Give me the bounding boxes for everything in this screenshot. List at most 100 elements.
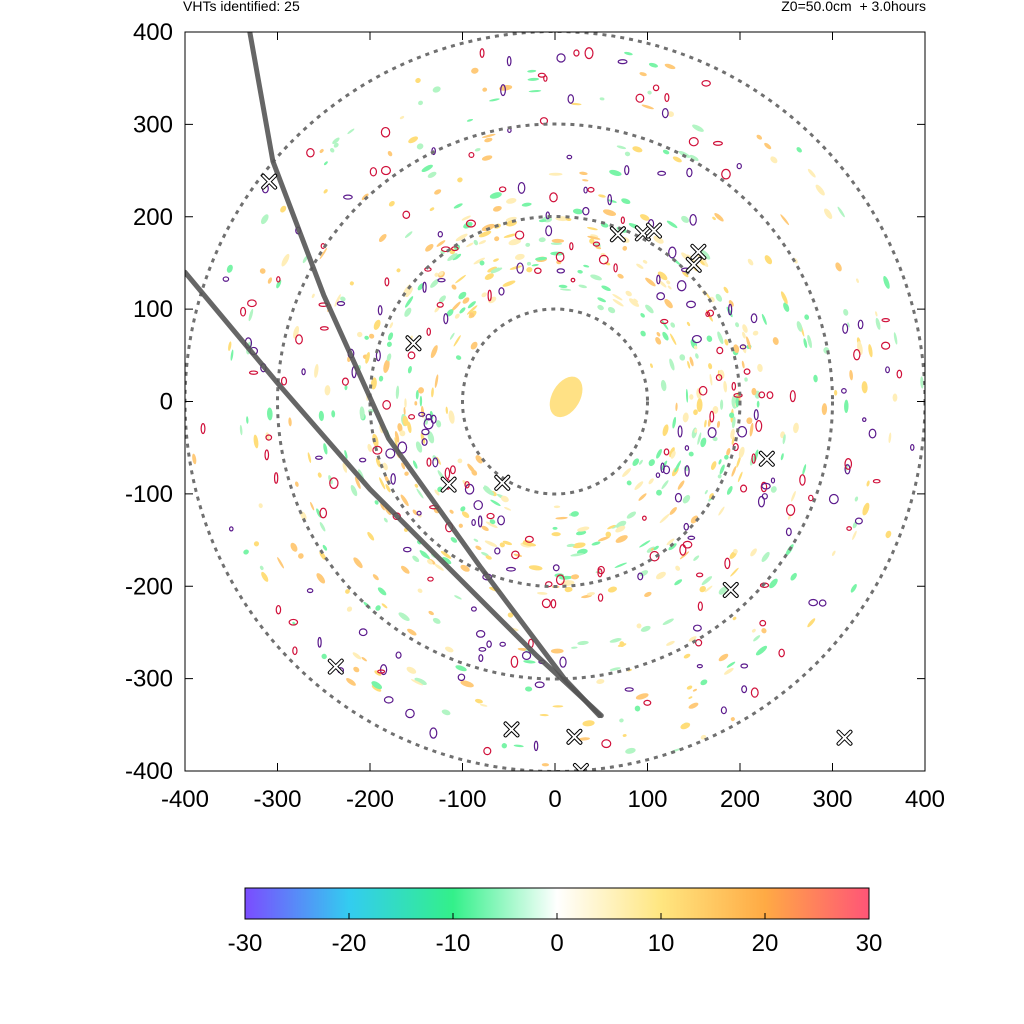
contour-loop [868,428,877,439]
field-blob [772,337,779,345]
field-blob [712,216,716,221]
field-blob [669,333,677,346]
field-blob [668,543,677,551]
field-blob [478,240,487,245]
contour-loop [885,366,890,374]
field-blob [718,586,728,595]
field-blob [485,555,492,560]
contour-loop [421,438,428,446]
field-blob [427,171,437,179]
contour-loop [295,334,303,345]
contour-loop [701,80,711,87]
field-blob [783,302,790,312]
contour-loop [444,467,451,480]
y-tick-label: 300 [133,111,173,138]
field-blob [804,314,810,320]
field-blob [650,547,655,551]
field-blob [333,142,339,148]
field-blob [321,653,327,660]
contour-loop [881,318,890,323]
contour-loop [550,598,557,609]
field-blob [432,617,441,624]
field-blob [353,666,360,673]
field-blob [866,480,870,487]
y-tick-label: 100 [133,296,173,323]
field-blob [628,298,640,307]
field-blob [626,511,637,519]
field-blob [764,142,772,150]
contour-loop [643,699,652,706]
contour-loop [443,313,449,325]
vht-marker-fill [646,223,661,238]
field-blob [672,416,677,429]
field-blob [462,297,470,304]
field-blob [253,541,260,547]
field-blob [503,233,517,238]
contour-loop [478,646,487,652]
field-blob [258,503,263,509]
field-blob [590,274,602,281]
field-blob [378,375,384,382]
field-blob [420,551,429,558]
field-blob [525,242,531,247]
field-blob [756,134,763,140]
field-blob [667,111,675,117]
field-blob [696,398,703,413]
field-blob [461,511,470,518]
field-blob [479,704,488,707]
field-blob [526,261,532,266]
field-blob [417,588,423,593]
colorbar-tick-label: 0 [550,930,563,957]
field-blob [844,399,849,414]
field-blob [837,206,845,218]
contour-loop [778,648,785,658]
contour-loop [543,75,548,82]
field-blob [704,489,708,495]
contour-loop [841,388,847,394]
field-blob [416,488,424,499]
field-blob [504,506,512,511]
contour-loop [380,165,392,176]
contour-loop [477,515,483,528]
contour-loop [657,170,667,176]
field-blob [662,331,669,341]
field-blob [550,648,564,654]
field-blob [261,571,269,582]
field-blob [681,215,690,223]
contour-loop [473,500,483,511]
contour-loop [301,368,306,376]
contour-loop [545,581,553,588]
field-blob [460,506,466,512]
field-blob [458,523,463,528]
field-blob [729,412,735,419]
field-blob [401,462,406,470]
field-blob [378,234,387,242]
contour-loop [584,47,594,60]
contour-loop [437,230,443,238]
field-blob [566,543,575,548]
field-blob [427,559,433,565]
field-blob [638,459,643,465]
field-blob [598,194,606,198]
contour-loop [306,588,314,594]
field-blob [461,215,471,221]
field-blob [427,431,435,444]
field-blob [528,565,543,571]
field-blob [807,168,816,178]
contour-loop [597,593,604,602]
field-blob [634,705,641,712]
field-blob [501,743,507,749]
axes: -400 -300 -200 -100 0 100 200 300 400 -400 -300 -20… [125,19,945,813]
field-blob [850,584,857,593]
field-blob [455,274,466,284]
contour-loop [552,564,560,572]
field-blob [382,462,388,471]
contour-loop [617,59,628,65]
contour-loop [369,167,378,177]
contour-loop [487,289,492,302]
field-blob [847,322,850,328]
field-blob [638,493,647,501]
contour-loop [880,341,891,350]
contour-loop [372,445,383,455]
field-blob [726,447,731,456]
